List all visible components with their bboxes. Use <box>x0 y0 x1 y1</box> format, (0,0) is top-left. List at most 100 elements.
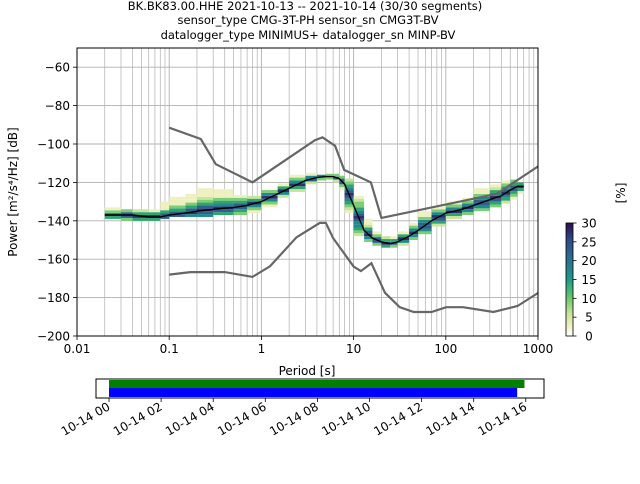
density-cell <box>196 199 214 203</box>
density-cell <box>473 191 490 194</box>
colorbar-tick-label: 30 <box>581 217 596 231</box>
density-cell <box>233 209 248 213</box>
density-cell <box>462 200 474 204</box>
density-cell <box>196 193 214 197</box>
density-cell <box>473 202 490 206</box>
density-cell <box>390 239 398 242</box>
density-cell <box>213 212 234 216</box>
density-cell <box>169 208 186 212</box>
density-cell <box>247 195 262 199</box>
density-cell <box>418 214 432 217</box>
density-cell <box>409 225 419 229</box>
density-cell <box>473 199 490 203</box>
timeline-tick-label: 10-14 06 <box>215 399 269 438</box>
density-cell <box>148 212 161 216</box>
mode-line <box>104 175 524 245</box>
density-cell <box>344 187 354 191</box>
density-cell <box>364 230 373 234</box>
density-cell <box>185 214 197 217</box>
density-cell <box>247 207 262 211</box>
density-cell <box>344 184 354 188</box>
density-cell <box>409 234 419 238</box>
density-cell <box>185 193 197 197</box>
density-cell <box>196 196 214 200</box>
density-cell <box>185 196 197 200</box>
density-cell <box>372 237 382 240</box>
colorbar-tick-label: 10 <box>581 292 596 306</box>
density-cell <box>196 211 214 215</box>
density-cell <box>148 209 161 213</box>
density-cell <box>120 217 133 221</box>
x-tick-label: 1 <box>258 342 266 356</box>
density-cell <box>261 201 278 205</box>
density-cell <box>185 205 197 209</box>
noise-model-lines <box>104 126 538 314</box>
density-cell <box>381 236 391 240</box>
density-cell <box>132 217 149 221</box>
density-cell <box>289 177 306 181</box>
density-cell <box>233 206 248 210</box>
density-cell <box>364 239 373 242</box>
density-cell <box>344 181 354 185</box>
density-cell <box>148 217 161 221</box>
density-cell <box>418 231 432 235</box>
density-cell <box>517 182 524 186</box>
x-axis-label: Period [s] <box>279 364 336 378</box>
y-axis-ticks: −200 −180 −160 −140 −120 −100 −80 −60 <box>37 61 77 344</box>
density-cell <box>431 220 446 224</box>
density-cell <box>339 178 345 182</box>
density-cell <box>517 188 524 192</box>
density-cell <box>132 209 149 213</box>
density-cell <box>160 216 170 219</box>
density-cell <box>353 213 365 216</box>
density-cell <box>510 193 518 197</box>
density-cell <box>344 207 354 211</box>
density-cell <box>196 191 214 194</box>
density-cell <box>431 223 446 227</box>
density-cell <box>120 212 133 216</box>
density-cell <box>473 196 490 200</box>
density-cell <box>185 199 197 203</box>
timeline-tick-label: 10-14 12 <box>371 399 425 438</box>
timeline-tick-label: 10-14 02 <box>111 399 165 438</box>
density-cell <box>169 211 186 215</box>
density-cell <box>213 197 234 201</box>
density-cell <box>418 228 432 232</box>
density-cell <box>409 228 419 232</box>
y-tick-label: −140 <box>37 214 70 228</box>
plot-background <box>77 48 538 336</box>
density-cell <box>247 204 262 208</box>
density-cell <box>353 233 365 237</box>
density-cell <box>305 175 317 179</box>
density-cell <box>316 174 326 178</box>
x-tick-label: 100 <box>434 342 457 356</box>
density-cell <box>409 222 419 226</box>
density-cell <box>364 236 373 240</box>
density-cell <box>169 205 186 209</box>
nlnm-line <box>169 221 538 314</box>
timeline-frame <box>95 378 545 399</box>
coverage-bars <box>109 380 525 397</box>
density-cell <box>501 180 511 184</box>
density-cell <box>289 189 306 192</box>
timeline-tick-label: 10-14 14 <box>423 399 477 438</box>
density-cell <box>344 210 354 214</box>
y-tick-label: −60 <box>45 61 70 75</box>
density-cell <box>104 216 121 219</box>
density-cell <box>501 197 511 201</box>
density-cell <box>169 199 186 203</box>
density-cell <box>196 188 214 192</box>
density-cell <box>169 196 186 200</box>
density-cell <box>510 182 518 186</box>
density-cell <box>517 191 524 194</box>
density-cell <box>353 204 365 208</box>
density-cell <box>372 242 382 246</box>
density-cell <box>473 208 490 212</box>
density-cell <box>325 173 334 177</box>
x-tick-label: 0.01 <box>64 342 91 356</box>
density-cell <box>418 222 432 226</box>
density-cell <box>473 205 490 209</box>
density-cell <box>213 189 234 192</box>
density-cell <box>104 210 121 214</box>
